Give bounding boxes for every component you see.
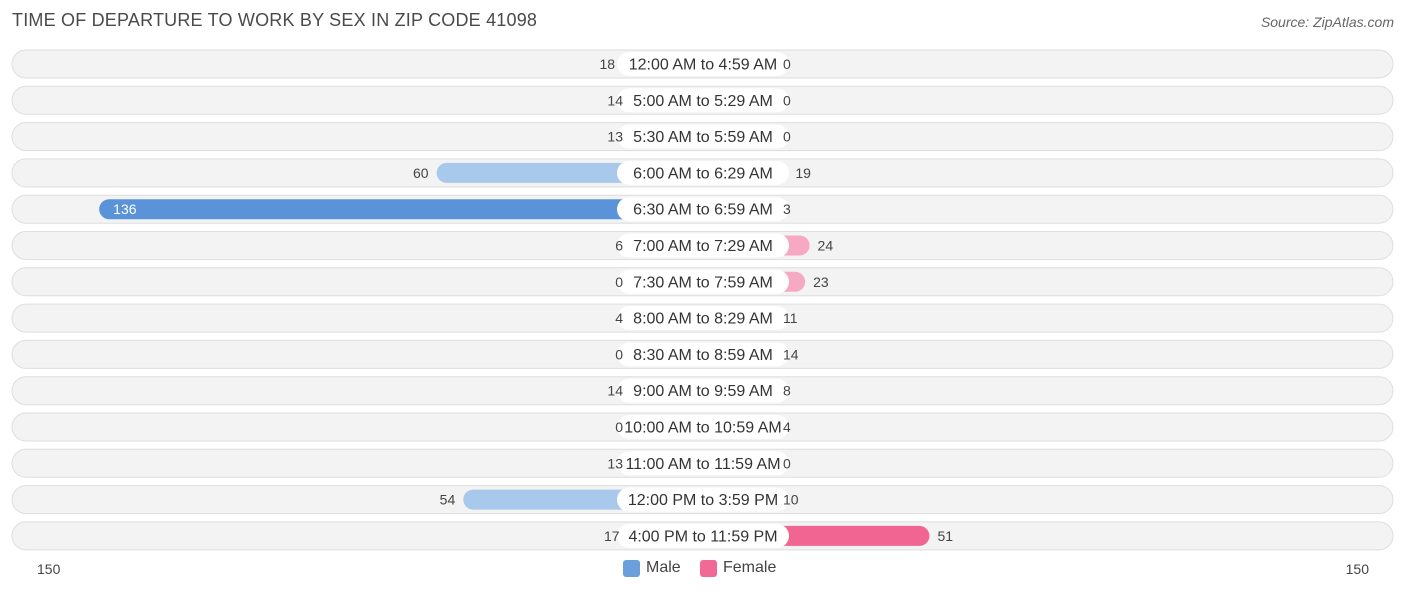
female-value-label: 3	[783, 201, 791, 217]
category-label-bg	[617, 378, 789, 403]
axis-left-label: 150	[37, 561, 61, 577]
female-value-label: 0	[783, 92, 791, 108]
male-bar	[99, 199, 703, 220]
legend-label-male: Male	[646, 559, 681, 576]
male-value-label: 13	[607, 455, 623, 471]
category-label-bg	[617, 342, 789, 367]
category-label-bg	[617, 233, 789, 258]
female-value-label: 0	[783, 129, 791, 145]
category-label-bg	[617, 160, 789, 185]
female-value-label: 24	[818, 238, 834, 254]
category-label: 7:30 AM to 7:59 AM	[633, 274, 773, 291]
male-value-label: 13	[607, 129, 623, 145]
category-label-bg	[617, 52, 789, 76]
legend-item-female[interactable]: Female	[700, 559, 776, 577]
category-label-bg	[617, 306, 789, 331]
category-label: 10:00 AM to 10:59 AM	[624, 420, 781, 437]
male-value-label: 0	[615, 274, 623, 290]
legend-item-male[interactable]: Male	[623, 559, 681, 577]
female-value-label: 4	[783, 419, 791, 435]
category-label-bg	[617, 124, 789, 149]
category-label: 11:00 AM to 11:59 AM	[625, 456, 780, 473]
female-value-label: 0	[783, 455, 791, 471]
category-label: 9:00 AM to 9:59 AM	[633, 383, 773, 400]
legend: Male Female	[0, 559, 1406, 581]
source-label: Source: ZipAtlas.com	[1260, 14, 1394, 30]
category-label-bg	[617, 487, 789, 512]
category-label-bg	[617, 88, 789, 113]
female-value-label: 51	[937, 528, 953, 544]
category-label-bg	[617, 415, 789, 439]
male-value-label: 60	[413, 165, 429, 181]
male-value-label: 6	[615, 238, 623, 254]
legend-swatch-female	[700, 559, 717, 577]
female-value-label: 10	[783, 492, 799, 508]
axis-right-label: 150	[1345, 561, 1369, 577]
legend-swatch-male	[623, 559, 640, 577]
category-label-bg	[617, 197, 789, 222]
female-value-label: 23	[813, 274, 829, 290]
category-label: 5:00 AM to 5:29 AM	[633, 93, 773, 110]
category-label: 12:00 PM to 3:59 PM	[628, 492, 778, 509]
male-value-label: 14	[607, 92, 623, 108]
category-label: 5:30 AM to 5:59 AM	[633, 129, 773, 146]
category-label: 8:30 AM to 8:59 AM	[633, 347, 773, 364]
male-value-label: 0	[615, 346, 623, 362]
male-value-label: 17	[604, 528, 620, 544]
female-value-label: 14	[783, 346, 799, 362]
male-value-label: 0	[615, 419, 623, 435]
category-label: 7:00 AM to 7:29 AM	[633, 238, 773, 255]
category-label-bg	[617, 523, 789, 548]
category-label-bg	[617, 269, 789, 294]
category-label-bg	[617, 451, 789, 476]
male-value-label: 14	[607, 383, 623, 399]
male-value-label: 136	[113, 201, 137, 217]
female-value-label: 19	[795, 165, 811, 181]
category-label: 6:00 AM to 6:29 AM	[633, 165, 773, 182]
female-value-label: 8	[783, 383, 791, 399]
male-value-label: 4	[615, 310, 623, 326]
female-value-label: 0	[783, 56, 791, 72]
legend-label-female: Female	[723, 559, 777, 576]
male-value-label: 18	[600, 56, 616, 72]
category-label: 4:00 PM to 11:59 PM	[628, 528, 777, 545]
chart-title: TIME OF DEPARTURE TO WORK BY SEX IN ZIP …	[12, 10, 538, 30]
category-label: 8:00 AM to 8:29 AM	[633, 311, 773, 328]
male-value-label: 54	[440, 492, 456, 508]
category-label: 6:30 AM to 6:59 AM	[633, 202, 773, 219]
female-value-label: 11	[783, 310, 798, 326]
category-label: 12:00 AM to 4:59 AM	[629, 57, 778, 74]
